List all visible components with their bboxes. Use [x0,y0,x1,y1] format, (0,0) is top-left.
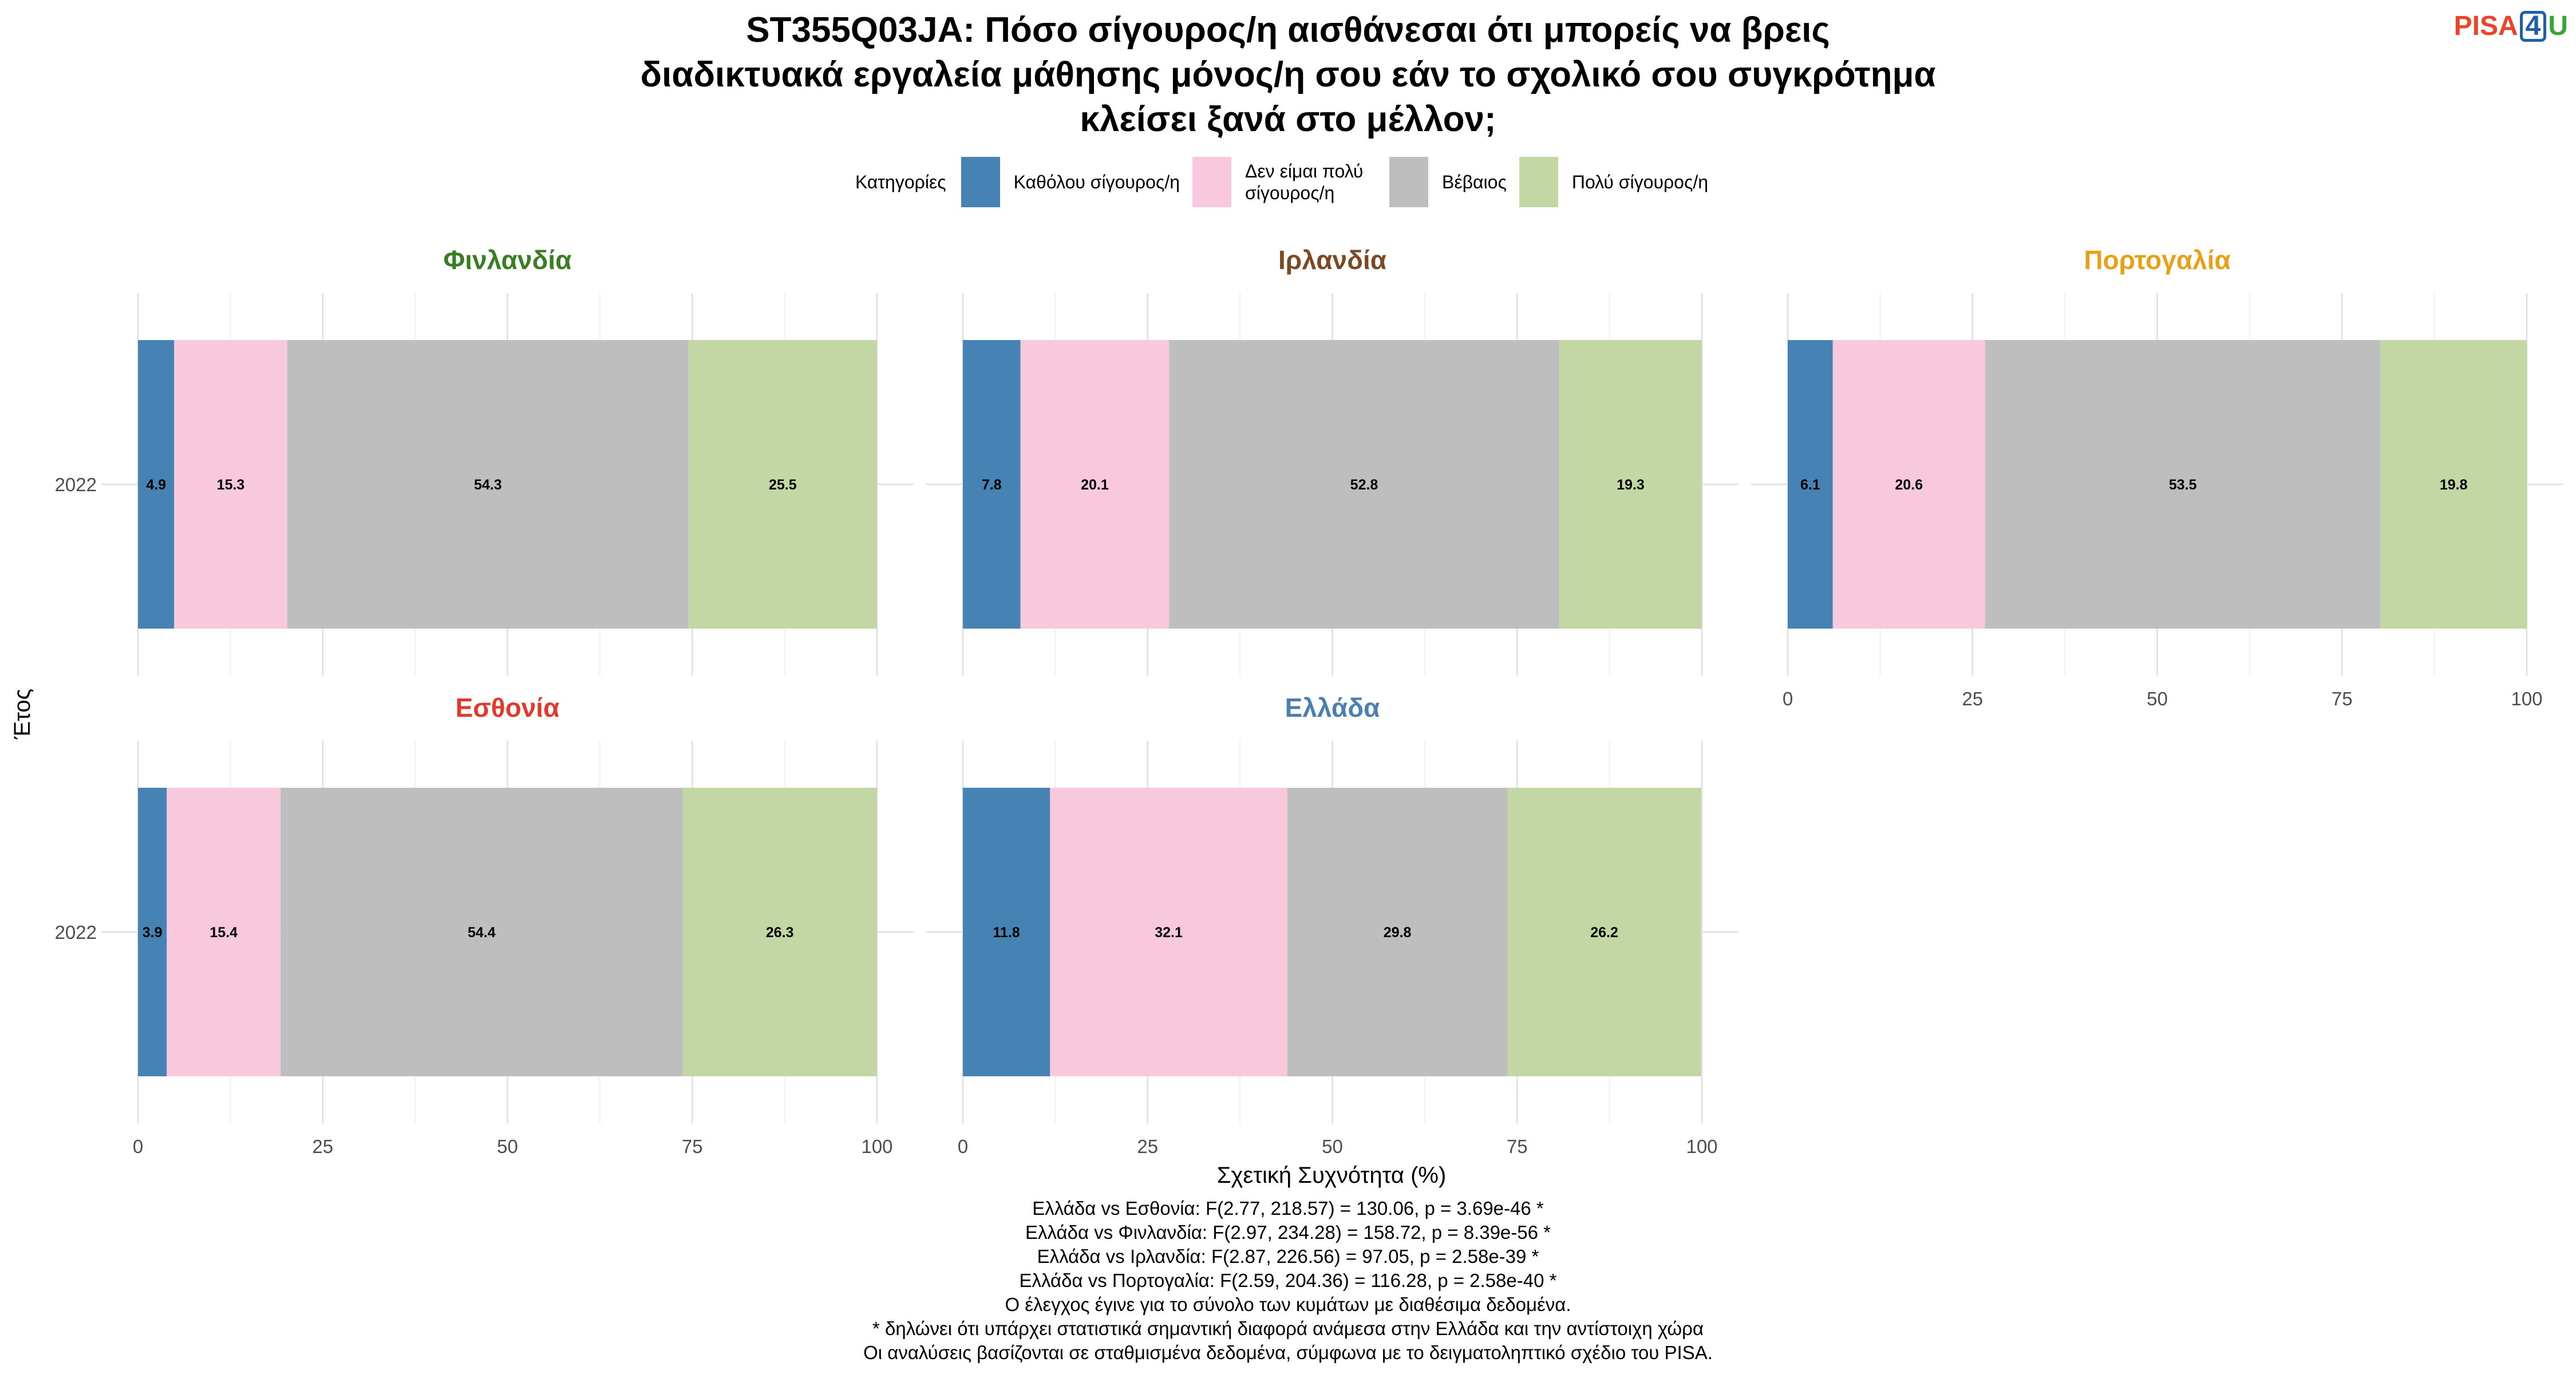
title-line: κλείσει ξανά στο μέλλον; [1080,100,1496,139]
chart-title: ST355Q03JA: Πόσο σίγουρος/η αισθάνεσαι ό… [0,8,2576,142]
legend-label: Πολύ σίγουρος/η [1571,172,1709,192]
bar-segment [1287,788,1508,1076]
data-label: 25.5 [769,477,797,493]
footnote-line: * δηλώνει ότι υπάρχει στατιστικά σημαντι… [872,1318,1704,1339]
logo-pisa: PISA [2453,11,2518,41]
x-tick-label: 100 [861,1136,892,1157]
y-tick-label: 2022 [55,474,97,495]
y-tick-label: 2022 [55,922,97,943]
data-label: 32.1 [1155,925,1183,941]
bar-segment [682,788,877,1076]
title-line: διαδικτυακά εργαλεία μάθησης μόνος/η σου… [640,55,1936,94]
panel-title: Ελλάδα [1285,693,1380,722]
bar-segment [1169,340,1559,629]
bar-segment [174,340,287,629]
bar-segment [1832,340,1985,629]
legend-key [961,157,1000,207]
data-label: 20.6 [1895,477,1923,493]
legend-label: Βέβαιος [1442,172,1507,192]
legend: Κατηγορίες Καθόλου σίγουρος/η Δεν είμαι … [0,156,2576,208]
x-tick-label: 0 [958,1136,968,1157]
bar-segment [287,340,689,629]
data-label: 4.9 [146,477,166,493]
legend-item: Βέβαιος [1389,157,1507,207]
pisa4u-logo: PISA 4 U [2454,10,2568,42]
bar-segment [2380,340,2527,629]
data-label: 53.5 [2169,477,2197,493]
bar-segment [1559,340,1702,629]
data-label: 15.3 [217,477,245,493]
x-tick-label: 25 [1137,1136,1158,1157]
x-tick-label: 0 [133,1136,143,1157]
logo-four: 4 [2519,11,2547,42]
data-label: 3.9 [143,925,163,941]
data-label: 15.4 [210,925,238,941]
data-label: 29.8 [1384,925,1412,941]
data-label: 54.4 [468,925,496,941]
bar-segment [280,788,683,1076]
footnote-line: Ελλάδα vs Εσθονία: F(2.77, 218.57) = 130… [1032,1198,1544,1219]
data-label: 52.8 [1350,477,1378,493]
bar-segment [688,340,877,629]
legend-item: Καθόλου σίγουρος/η [961,157,1180,207]
x-axis-title: Σχετική Συχνότητα (%) [1217,1163,1447,1188]
legend-item: Πολύ σίγουρος/η [1519,157,1708,207]
bar-segment [138,788,167,1076]
bar-segment [1507,788,1701,1076]
x-tick-label: 75 [1507,1136,1528,1157]
x-tick-label: 75 [682,1136,703,1157]
legend-label: Δεν είμαι πολύ σίγουρος/η [1245,161,1364,203]
panel-title: Εσθονία [456,693,560,722]
logo-u: U [2548,11,2568,41]
data-label: 26.2 [1590,925,1618,941]
legend-title: Κατηγορίες [855,171,946,192]
data-label: 11.8 [993,925,1020,941]
y-axis-title: Έτος [10,689,35,740]
footnotes: Ελλάδα vs Εσθονία: F(2.77, 218.57) = 130… [0,1197,2576,1365]
legend-key [1192,157,1232,207]
footnote-line: Ελλάδα vs Φινλανδία: F(2.97, 234.28) = 1… [1025,1222,1551,1243]
footnote-line: Ελλάδα vs Πορτογαλία: F(2.59, 204.36) = … [1019,1270,1557,1291]
x-tick-label: 25 [1962,688,1983,709]
bar-segment [963,340,1021,629]
bar-segment [1020,340,1170,629]
data-label: 19.3 [1617,477,1645,493]
data-label: 6.1 [1800,477,1820,493]
legend-key [1389,157,1429,207]
footnote-line: Οι αναλύσεις βασίζονται σε σταθμισμένα δ… [863,1342,1713,1363]
title-line: ST355Q03JA: Πόσο σίγουρος/η αισθάνεσαι ό… [746,10,1830,50]
x-tick-label: 50 [2147,688,2168,709]
panel-title: Ιρλανδία [1278,245,1386,275]
data-label: 20.1 [1081,477,1109,493]
legend-item: Δεν είμαι πολύ σίγουρος/η [1192,157,1377,207]
x-tick-label: 50 [497,1136,518,1157]
panel-title: Φινλανδία [444,245,572,275]
bar-segment [1985,340,2381,629]
x-tick-label: 50 [1322,1136,1343,1157]
bar-segment [1050,788,1287,1076]
x-tick-label: 100 [2511,688,2542,709]
data-label: 7.8 [982,477,1002,493]
bar-segment [963,788,1050,1076]
footnote-line: Ελλάδα vs Ιρλανδία: F(2.87, 226.56) = 97… [1037,1246,1539,1267]
footnote-line: Ο έλεγχος έγινε για το σύνολο των κυμάτω… [1005,1294,1571,1315]
data-label: 54.3 [474,477,502,493]
x-tick-label: 100 [1686,1136,1717,1157]
bar-segment [1788,340,1833,629]
x-tick-label: 75 [2332,688,2353,709]
legend-label: Καθόλου σίγουρος/η [1013,172,1180,192]
bar-segment [167,788,281,1076]
data-label: 19.8 [2440,477,2468,493]
data-label: 26.3 [766,925,794,941]
bar-segment [138,340,175,629]
x-tick-label: 25 [312,1136,333,1157]
panel-title: Πορτογαλία [2084,245,2230,275]
x-tick-label: 0 [1783,688,1793,709]
legend-key [1519,157,1558,207]
